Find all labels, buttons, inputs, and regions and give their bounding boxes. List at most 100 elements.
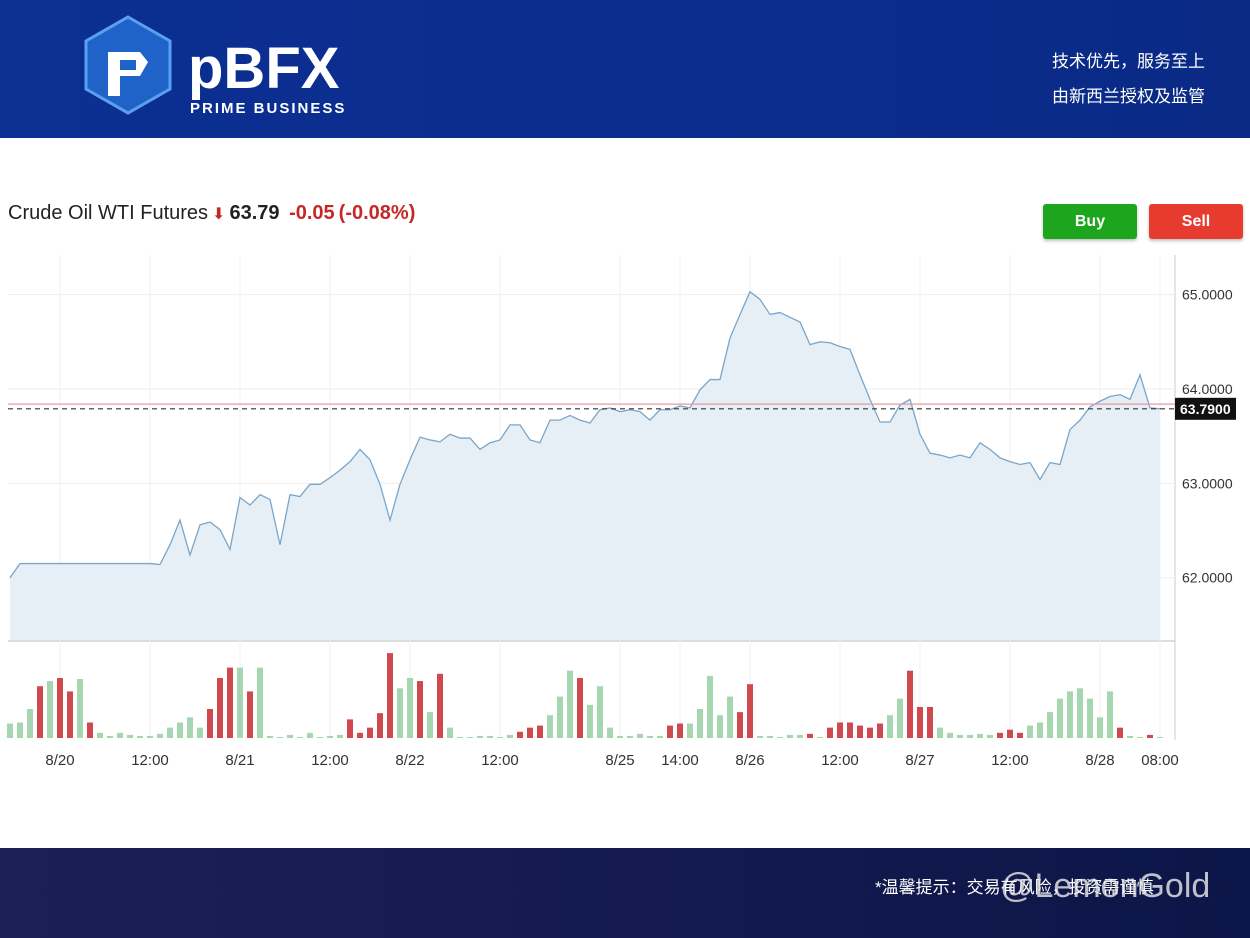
volume-bar <box>207 709 213 738</box>
volume-bar <box>197 727 203 738</box>
volume-bar <box>827 727 833 738</box>
volume-bar <box>387 653 393 738</box>
volume-bar <box>1157 736 1163 738</box>
volume-bar <box>597 686 603 738</box>
quote: Crude Oil WTI Futures ⬇ 63.79 -0.05 (-0.08%… <box>8 202 419 225</box>
price-line <box>9 290 1161 579</box>
logo-icon-hole <box>120 60 136 70</box>
volume-bar <box>637 733 643 738</box>
volume-bar <box>7 723 13 738</box>
volume-bar <box>357 732 363 738</box>
volume-bar <box>1057 698 1063 738</box>
volume-bar <box>627 735 633 738</box>
x-tick-label: 12:00 <box>131 752 169 769</box>
volume-bar <box>277 736 283 738</box>
down-arrow: ⬇ <box>212 206 226 223</box>
volume-bar <box>57 677 63 738</box>
change-percent: (-0.08%) <box>338 202 416 224</box>
volume-bar <box>907 670 913 738</box>
volume-bar <box>687 723 693 738</box>
volume-bar <box>17 722 23 738</box>
volume-bar <box>517 731 523 738</box>
volume-bar <box>1097 717 1103 738</box>
volume-bar <box>757 735 763 738</box>
y-tick-label: 62.0000 <box>1182 570 1233 586</box>
volume-bar <box>137 735 143 738</box>
banner <box>0 0 1250 138</box>
volume-bar <box>697 709 703 738</box>
volume-bar <box>857 725 863 738</box>
volume-bar <box>117 732 123 738</box>
x-tick-label: 8/21 <box>225 752 254 769</box>
instrument-name: Crude Oil WTI Futures <box>8 202 209 224</box>
volume-bar <box>1117 727 1123 738</box>
volume-bar <box>377 713 383 738</box>
volume-bar <box>747 684 753 738</box>
price-area <box>10 291 1160 640</box>
volume-bar <box>1087 698 1093 738</box>
x-tick-label: 8/20 <box>45 752 74 769</box>
volume-bar <box>977 733 983 738</box>
volume-bar <box>487 735 493 738</box>
volume-bar <box>447 727 453 738</box>
y-tick-label: 64.0000 <box>1182 381 1233 397</box>
watermark: @LemonGold <box>1000 867 1210 905</box>
volume-bar <box>47 681 53 738</box>
volume-bar <box>37 686 43 738</box>
slogan: 由新西兰授权及监管 <box>1052 87 1205 106</box>
volume-bar <box>937 727 943 738</box>
volume-bar <box>957 734 963 738</box>
volume-bar <box>837 722 843 738</box>
volume-bar <box>797 734 803 738</box>
footer <box>0 848 1250 938</box>
volume-bar <box>967 734 973 738</box>
volume-bar <box>707 675 713 738</box>
volume-bar <box>997 732 1003 738</box>
volume-bar <box>507 734 513 738</box>
x-tick-label: 12:00 <box>991 752 1029 769</box>
x-tick-label: 12:00 <box>821 752 859 769</box>
volume-bar <box>317 736 323 738</box>
sell-button[interactable]: Sell <box>1149 204 1243 239</box>
volume-bar <box>657 735 663 738</box>
volume-bar <box>947 732 953 738</box>
volume-bar <box>577 677 583 738</box>
volume-bar <box>867 727 873 738</box>
x-tick-label: 8/22 <box>395 752 424 769</box>
volume-bar <box>1047 712 1053 738</box>
volume-bar <box>547 715 553 738</box>
volume-bar <box>1037 722 1043 738</box>
volume-bar <box>437 673 443 738</box>
x-tick-label: 8/28 <box>1085 752 1114 769</box>
volume-bar <box>667 725 673 738</box>
change: -0.05 <box>289 202 335 224</box>
volume-bar <box>187 717 193 738</box>
volume-bar <box>267 735 273 738</box>
volume-bar <box>77 678 83 738</box>
volume-bar <box>1077 688 1083 738</box>
volume-bar <box>987 734 993 738</box>
last-price-box <box>1175 397 1236 420</box>
volume-bar <box>107 735 113 738</box>
last-price-label: 63.7900 <box>1180 401 1231 417</box>
volume-bar <box>1017 732 1023 738</box>
volume-bar <box>877 723 883 738</box>
logo-text: pBFX <box>188 36 340 101</box>
volume-bar <box>297 736 303 738</box>
volume-bar <box>817 736 823 738</box>
volume-bar <box>247 691 253 738</box>
volume-bar <box>557 696 563 738</box>
buy-button[interactable]: Buy <box>1043 204 1137 239</box>
volume-bar <box>287 734 293 738</box>
volume-bar <box>1027 725 1033 738</box>
volume-bar <box>527 727 533 738</box>
volume-bar <box>227 667 233 738</box>
y-tick-label: 65.0000 <box>1182 287 1233 303</box>
volume-bar <box>167 727 173 738</box>
volume-bar <box>337 734 343 738</box>
volume-bar <box>897 698 903 738</box>
volume-bar <box>497 736 503 738</box>
volume-bar <box>347 719 353 738</box>
